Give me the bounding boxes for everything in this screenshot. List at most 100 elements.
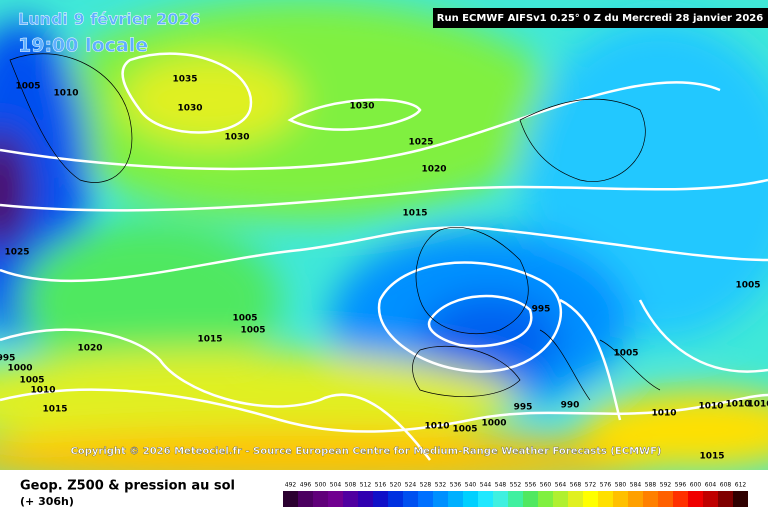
time: 19:00 locale xyxy=(18,35,148,57)
run-info: Run ECMWF AIFSv1 0.25° 0 Z du Mercredi 2… xyxy=(437,13,764,24)
scale-label: 548 xyxy=(495,482,507,489)
scale-swatch xyxy=(478,491,493,507)
scale-swatch xyxy=(298,491,313,507)
scale-swatch xyxy=(433,491,448,507)
scale-swatch xyxy=(388,491,403,507)
isobar-label: 1010 xyxy=(698,402,723,412)
scale-swatch xyxy=(583,491,598,507)
scale-swatch xyxy=(493,491,508,507)
scale-label: 536 xyxy=(450,482,462,489)
scale-label: 572 xyxy=(585,482,597,489)
scale-label: 552 xyxy=(510,482,522,489)
scale-swatch xyxy=(313,491,328,507)
isobar-label: 1005 xyxy=(232,314,257,324)
scale-label: 608 xyxy=(720,482,732,489)
scale-label: 500 xyxy=(315,482,327,489)
color-scale: 492 496 500 504 508 512 516 520 524 528 532 536 540 5… xyxy=(283,482,748,507)
isobar-label: 1015 xyxy=(42,405,67,415)
isobar-label: 1010 xyxy=(725,400,750,410)
scale-label: 564 xyxy=(555,482,567,489)
scale-swatch xyxy=(373,491,388,507)
isobar-label: 1005 xyxy=(15,82,40,92)
scale-swatch xyxy=(613,491,628,507)
isobar-label: 995 xyxy=(0,354,15,364)
isobar-label: 1010 xyxy=(53,89,78,99)
isobar-label: 1000 xyxy=(481,419,506,429)
scale-swatch xyxy=(448,491,463,507)
isobar-label: 1005 xyxy=(19,376,44,386)
scale-swatch xyxy=(643,491,658,507)
scale-swatch xyxy=(418,491,433,507)
scale-label: 576 xyxy=(600,482,612,489)
scale-label: 612 xyxy=(735,482,747,489)
scale-swatch xyxy=(463,491,478,507)
scale-swatch xyxy=(538,491,553,507)
scale-label: 588 xyxy=(645,482,657,489)
scale-label: 544 xyxy=(480,482,492,489)
footer-title: Geop. Z500 & pression au sol xyxy=(20,479,235,494)
isobar-label: 1005 xyxy=(613,349,638,359)
isobar-label: 1015 xyxy=(402,209,427,219)
isobar-label: 1030 xyxy=(224,133,249,143)
scale-label: 532 xyxy=(435,482,447,489)
isobar-label: 995 xyxy=(532,305,551,315)
scale-swatch xyxy=(628,491,643,507)
copyright: Copyright © 2026 Meteociel.fr - Source E… xyxy=(71,446,662,457)
isobar-label: 1010 xyxy=(747,400,768,410)
isobar-label: 995 xyxy=(514,403,533,413)
scale-label: 492 xyxy=(285,482,297,489)
scale-swatch xyxy=(568,491,583,507)
run-box xyxy=(433,8,768,28)
scale-swatch xyxy=(673,491,688,507)
scale-label: 556 xyxy=(525,482,537,489)
scale-label: 524 xyxy=(405,482,417,489)
isobar-label: 1030 xyxy=(177,104,202,114)
isobar-label: 1025 xyxy=(408,138,433,148)
scale-label: 580 xyxy=(615,482,627,489)
isobar-label: 1005 xyxy=(240,326,265,336)
scale-swatch xyxy=(688,491,703,507)
isobar-labels: 1005101010351030103010301025102010151025… xyxy=(0,75,768,462)
isobar-label: 990 xyxy=(561,401,580,411)
isobar-label: 1005 xyxy=(735,281,760,291)
scale-label: 584 xyxy=(630,482,642,489)
scale-swatch xyxy=(343,491,358,507)
scale-label: 592 xyxy=(660,482,672,489)
isobar-label: 1005 xyxy=(452,425,477,435)
scale-label: 568 xyxy=(570,482,582,489)
scale-label: 496 xyxy=(300,482,312,489)
scale-swatch xyxy=(358,491,373,507)
date: Lundi 9 février 2026 xyxy=(18,10,201,29)
isobar-label: 1010 xyxy=(30,386,55,396)
isobar-label: 1035 xyxy=(172,75,197,85)
scale-swatch xyxy=(328,491,343,507)
scale-label: 520 xyxy=(390,482,402,489)
scale-swatch xyxy=(553,491,568,507)
scale-label: 596 xyxy=(675,482,687,489)
coastlines xyxy=(9,53,661,401)
scale-swatch xyxy=(403,491,418,507)
scale-label: 508 xyxy=(345,482,357,489)
scale-swatch xyxy=(733,491,748,507)
scale-swatch xyxy=(598,491,613,507)
isobars xyxy=(0,52,768,461)
isobar-label: 1015 xyxy=(699,452,724,462)
isobar-label: 1010 xyxy=(651,409,676,419)
isobar-label: 1015 xyxy=(197,335,222,345)
scale-label: 516 xyxy=(375,482,387,489)
scale-swatch xyxy=(523,491,538,507)
scale-swatch xyxy=(658,491,673,507)
scale-label: 604 xyxy=(705,482,717,489)
scale-label: 560 xyxy=(540,482,552,489)
isobar-label: 1000 xyxy=(7,364,32,374)
isobar-label: 1020 xyxy=(77,344,102,354)
scale-swatch xyxy=(508,491,523,507)
scale-label: 540 xyxy=(465,482,477,489)
isobar-label: 1025 xyxy=(4,248,29,258)
scale-label: 512 xyxy=(360,482,372,489)
isobar-label: 1030 xyxy=(349,102,374,112)
scale-swatch xyxy=(703,491,718,507)
lead-time: (+ 306h) xyxy=(20,495,74,508)
